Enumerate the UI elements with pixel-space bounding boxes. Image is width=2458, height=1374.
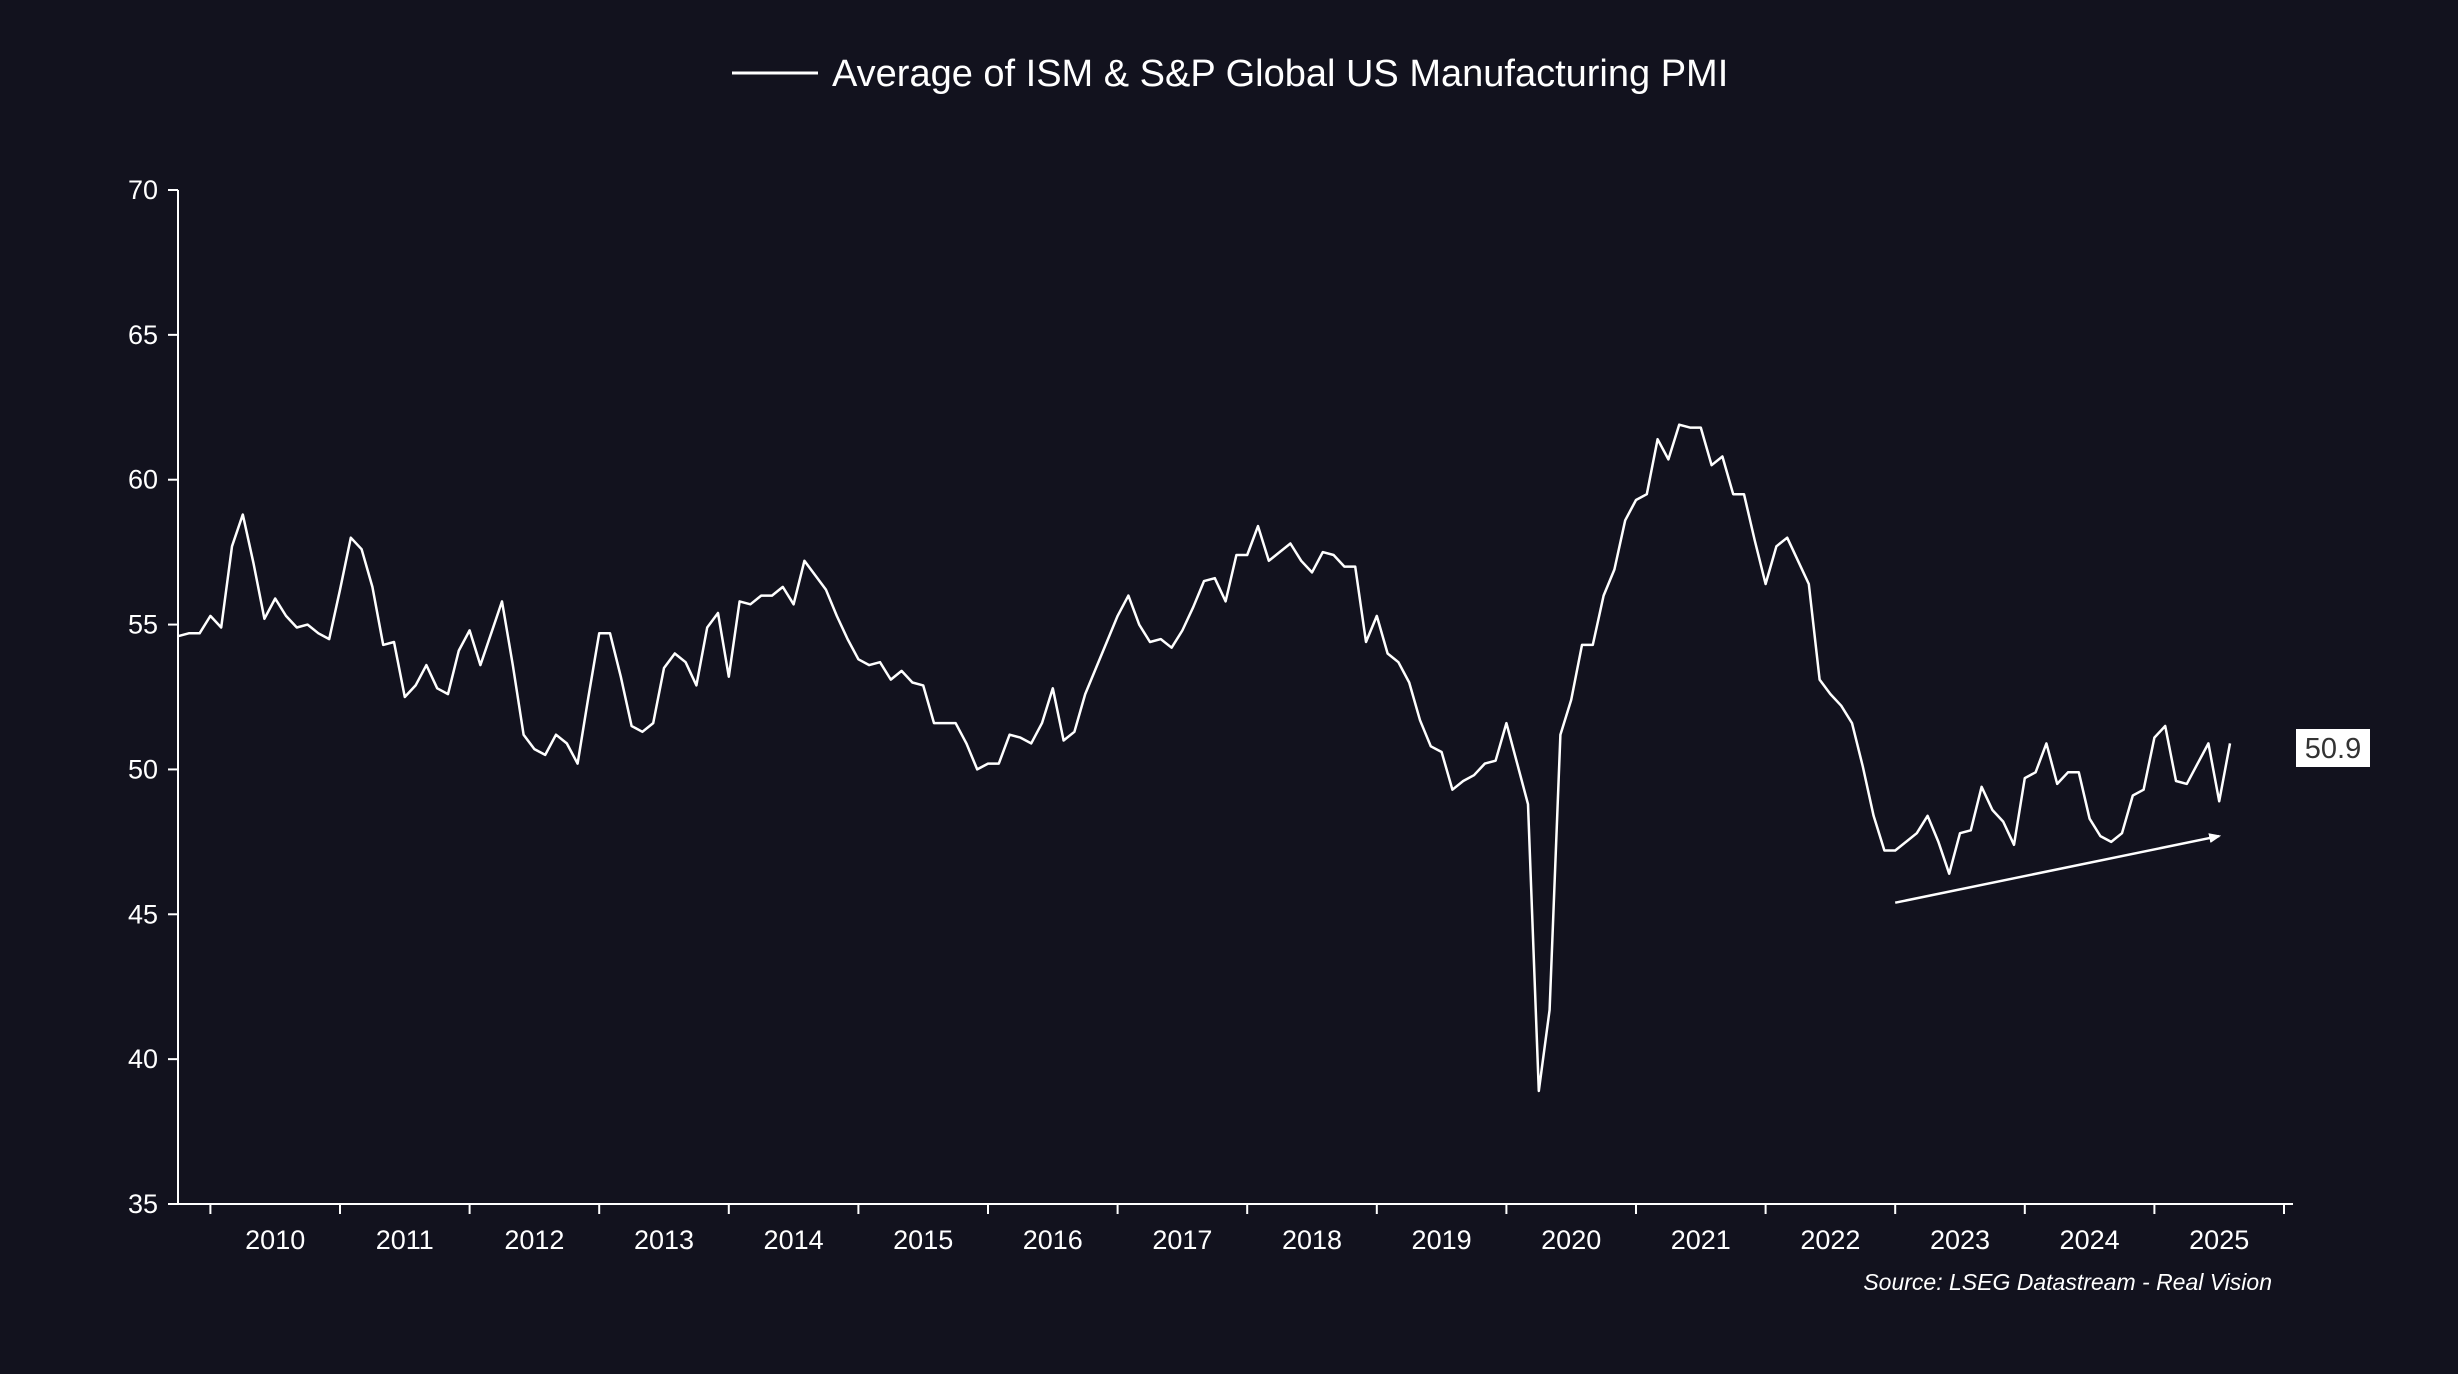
x-tick-label: 2015: [893, 1225, 953, 1255]
x-tick-label: 2022: [1800, 1225, 1860, 1255]
y-tick-label: 55: [128, 610, 158, 640]
legend-label: Average of ISM & S&P Global US Manufactu…: [832, 53, 1728, 95]
last-value-box: [2296, 729, 2370, 767]
y-tick-label: 40: [128, 1044, 158, 1074]
x-tick-label: 2019: [1412, 1225, 1472, 1255]
x-tick-label: 2016: [1023, 1225, 1083, 1255]
x-tick-label: 2023: [1930, 1225, 1990, 1255]
x-tick-label: 2012: [504, 1225, 564, 1255]
x-tick-label: 2020: [1541, 1225, 1601, 1255]
x-tick-label: 2021: [1671, 1225, 1731, 1255]
last-value-label: 50.9: [2296, 729, 2370, 767]
x-tick-label: 2017: [1152, 1225, 1212, 1255]
x-axis: 2010 2011 2012 2013 2014 2015 2016 2017 2018 2019…: [178, 1203, 2293, 1255]
series-line: [177, 423, 2232, 1093]
legend: Average of ISM & S&P Global US Manufactu…: [732, 53, 1728, 95]
x-tick-label: 2018: [1282, 1225, 1342, 1255]
y-axis: 35 40 45 50 55 60 65 70: [128, 175, 179, 1219]
x-tick-label: 2014: [764, 1225, 824, 1255]
y-tick-label: 45: [128, 899, 158, 929]
series-group: [177, 423, 2232, 1093]
y-tick-label: 60: [128, 465, 158, 495]
x-tick-label: 2025: [2189, 1225, 2249, 1255]
x-tick-label: 2024: [2060, 1225, 2120, 1255]
x-tick-label: 2013: [634, 1225, 694, 1255]
y-tick-label: 65: [128, 320, 158, 350]
trend-arrow: [1894, 833, 2222, 904]
source-note: Source: LSEG Datastream - Real Vision: [1863, 1269, 2272, 1295]
y-tick-label: 50: [128, 754, 158, 784]
y-tick-label: 70: [128, 175, 158, 205]
x-tick-label: 2010: [245, 1225, 305, 1255]
x-tick-label: 2011: [376, 1225, 434, 1255]
y-tick-label: 35: [128, 1189, 158, 1219]
last-value-text: 50.9: [2305, 733, 2361, 765]
